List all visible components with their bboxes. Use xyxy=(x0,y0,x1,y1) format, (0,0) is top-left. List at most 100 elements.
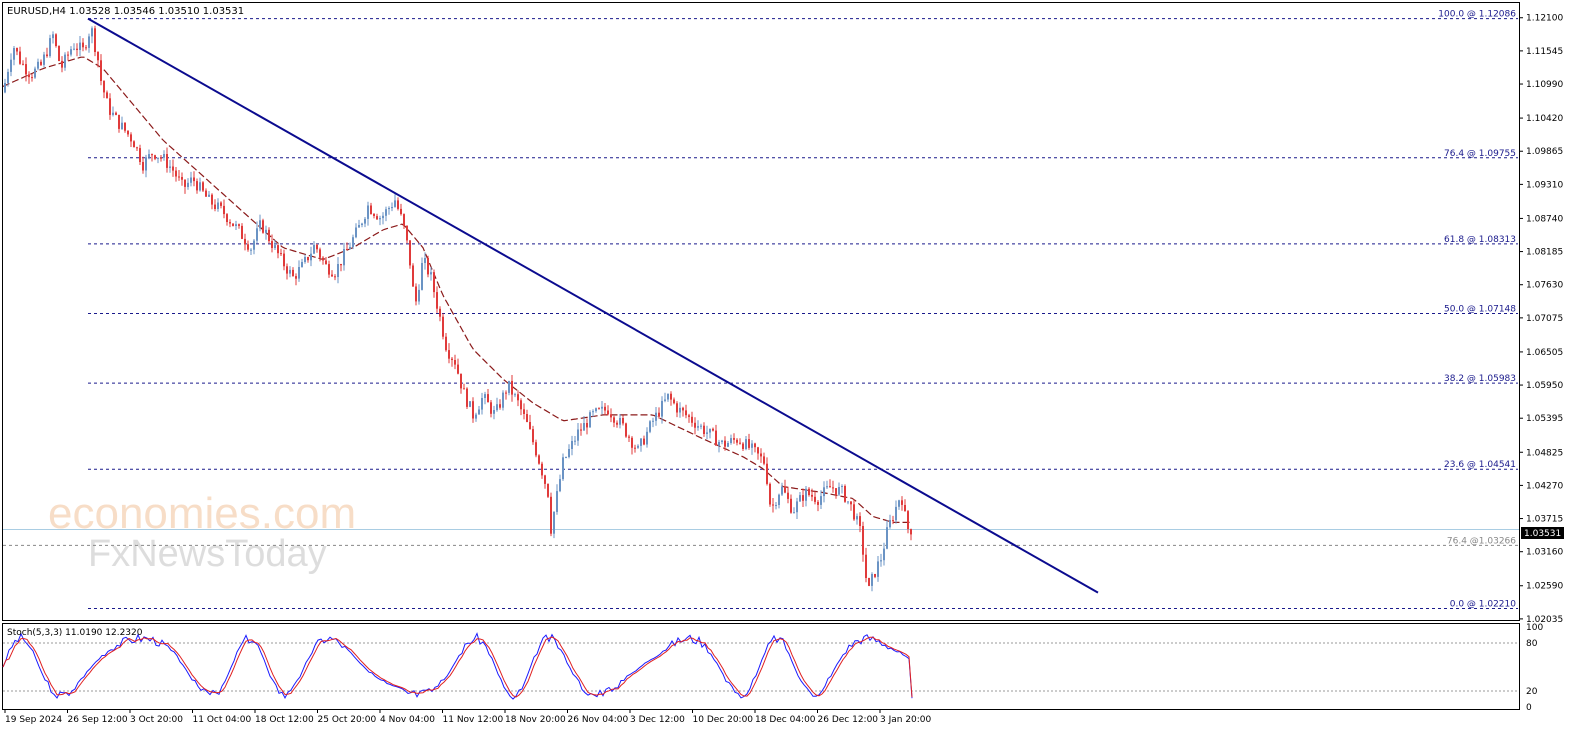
candle-body xyxy=(403,214,405,226)
candle-body xyxy=(103,81,105,93)
candle-body xyxy=(682,407,684,411)
candle-body xyxy=(637,445,639,448)
candle-body xyxy=(37,61,39,69)
candle-body xyxy=(229,222,231,224)
candle-body xyxy=(634,447,636,449)
fib-level-label: 0.0 @ 1.02210 xyxy=(1450,599,1517,609)
candle-body xyxy=(568,449,570,457)
candle-body xyxy=(868,578,870,586)
candle-body xyxy=(511,380,513,395)
candle-body xyxy=(853,504,855,520)
candle-body xyxy=(169,166,171,168)
candle-body xyxy=(808,488,810,495)
candle-body xyxy=(901,500,903,505)
time-tick-label: 3 Oct 20:00 xyxy=(130,715,183,725)
fib-level-label: 61.8 @ 1.08313 xyxy=(1444,235,1516,245)
candle-body xyxy=(316,244,318,250)
candle-body xyxy=(223,205,225,215)
candle-body xyxy=(121,122,123,129)
candle-body xyxy=(163,154,165,158)
candle-body xyxy=(895,506,897,521)
time-tick-label: 26 Dec 12:00 xyxy=(818,715,879,725)
candle-body xyxy=(259,220,261,229)
candle-body xyxy=(889,520,891,528)
candle-body xyxy=(85,47,87,49)
candle-body xyxy=(40,61,42,65)
fib-level-label: 23.6 @ 1.04541 xyxy=(1444,460,1516,470)
candle-body xyxy=(577,429,579,441)
candle-body xyxy=(43,54,45,65)
price-tick-label: 1.07630 xyxy=(1526,281,1563,291)
candle-body xyxy=(328,264,330,275)
fib-level-label: 76.4 @ 1.09755 xyxy=(1444,149,1516,159)
candle-body xyxy=(628,436,630,438)
stoch-panel-frame xyxy=(2,623,1520,710)
candle-body xyxy=(541,463,543,476)
time-tick-label: 26 Sep 12:00 xyxy=(68,715,128,725)
candle-body xyxy=(67,54,69,56)
candle-body xyxy=(295,276,297,279)
candle-body xyxy=(538,455,540,464)
candle-body xyxy=(709,428,711,433)
candle-body xyxy=(433,272,435,293)
candle-body xyxy=(679,407,681,413)
candle-body xyxy=(466,388,468,407)
candle-body xyxy=(760,453,762,457)
downtrend-line xyxy=(87,17,1099,594)
candle-body xyxy=(76,48,78,50)
candle-body xyxy=(289,269,291,274)
price-tick-label: 1.05395 xyxy=(1526,414,1563,424)
candle-body xyxy=(124,122,126,131)
candle-body xyxy=(421,263,423,290)
candle-body xyxy=(829,486,831,488)
candle-body xyxy=(907,511,909,529)
candle-body xyxy=(247,244,249,250)
candle-body xyxy=(844,486,846,502)
candle-body xyxy=(622,418,624,424)
time-axis: 19 Sep 2024 26 Sep 12:00 3 Oct 20:00 11 Oct… xyxy=(4,709,932,725)
stochastic-panel: 100 80 20 0 xyxy=(2,623,1543,713)
candle-body xyxy=(691,416,693,423)
candle-body xyxy=(448,350,450,359)
candle-body xyxy=(256,228,258,241)
candle-body xyxy=(676,403,678,413)
candle-body xyxy=(796,501,798,513)
candle-body xyxy=(388,208,390,210)
candle-body xyxy=(880,560,882,562)
candle-body xyxy=(493,410,495,414)
candle-body xyxy=(355,227,357,238)
candle-body xyxy=(817,501,819,505)
candle-body xyxy=(847,501,849,503)
candle-body xyxy=(19,51,21,64)
current-price-label: 1.03531 xyxy=(1524,529,1561,539)
price-tick-label: 1.09310 xyxy=(1526,180,1563,190)
candle-body xyxy=(157,157,159,159)
candle-body xyxy=(733,438,735,440)
candle-body xyxy=(274,245,276,248)
candle-body xyxy=(394,200,396,207)
candle-body xyxy=(253,240,255,250)
candle-body xyxy=(481,398,483,410)
candle-body xyxy=(556,491,558,512)
candle-body xyxy=(604,406,606,411)
candle-body xyxy=(298,267,300,279)
candle-body xyxy=(784,486,786,493)
fib-levels: 100.0 @ 1.12086 76.4 @ 1.09755 61.8 @ 1.08… xyxy=(3,10,1519,609)
candle-body xyxy=(139,148,141,162)
candle-body xyxy=(769,483,771,505)
candle-body xyxy=(472,401,474,419)
candle-body xyxy=(469,401,471,407)
price-tick-label: 1.07075 xyxy=(1526,314,1563,324)
candle-body xyxy=(322,257,324,261)
candle-body xyxy=(391,207,393,209)
candle-body xyxy=(484,394,486,398)
candle-body xyxy=(280,253,282,255)
candle-body xyxy=(823,487,825,497)
candle-body xyxy=(82,42,84,48)
time-tick-label: 4 Nov 04:00 xyxy=(380,715,435,725)
candle-body xyxy=(883,548,885,561)
candle-body xyxy=(850,501,852,505)
candle-body xyxy=(793,512,795,514)
